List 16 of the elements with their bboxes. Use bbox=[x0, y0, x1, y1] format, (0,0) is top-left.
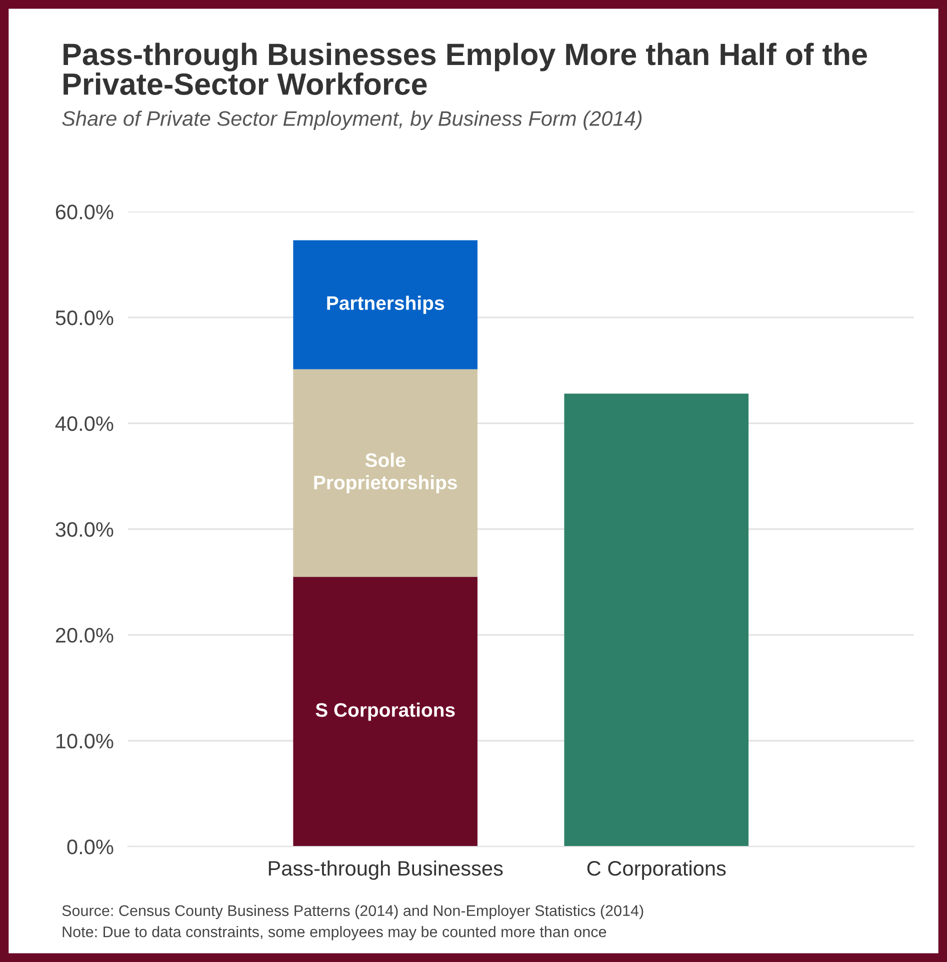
y-tick-label: 60.0% bbox=[56, 204, 114, 220]
y-tick-label: 30.0% bbox=[56, 522, 114, 537]
source-note: Source: Census County Business Patterns (2014) and Non-Employer Statistics (2014) bbox=[62, 904, 644, 920]
chart-title: Pass-through Businesses Employ More than Half of the Private-Sector Workforce bbox=[64, 42, 867, 95]
chart-subtitle: Share of Private Sector Employment, by Business Form (2014) bbox=[62, 110, 642, 130]
series-label: Sole Proprietorships bbox=[314, 452, 457, 494]
y-tick-label: 0.0% bbox=[67, 840, 114, 854]
y-tick-label: 20.0% bbox=[56, 628, 114, 643]
series-label: S Corporations bbox=[316, 702, 455, 721]
x-tick-label: Pass-through Businesses bbox=[268, 860, 503, 880]
text: Note: Due to data constraints, some employees may be counted more than once bbox=[62, 926, 606, 940]
series-label: Partnerships bbox=[327, 296, 444, 314]
y-tick-label: 10.0% bbox=[56, 734, 114, 748]
y-tick-label: 50.0% bbox=[56, 310, 114, 326]
x-tick-label: C Corporations bbox=[587, 860, 726, 880]
y-tick-label: 40.0% bbox=[55, 416, 114, 432]
